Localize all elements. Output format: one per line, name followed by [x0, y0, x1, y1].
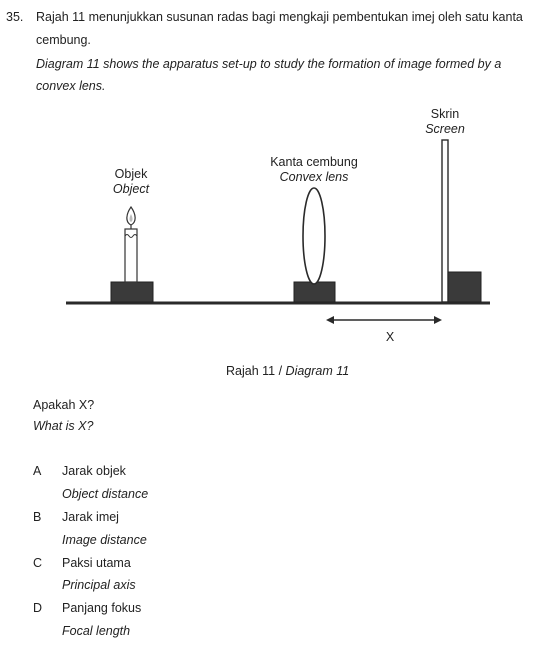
- option-a-malay: Jarak objek: [62, 464, 126, 478]
- diagram-caption: Rajah 11 / Diagram 11: [226, 364, 349, 378]
- caption-malay: Rajah 11 /: [226, 364, 283, 378]
- question-number: 35.: [6, 10, 24, 24]
- prompt-english: What is X?: [33, 419, 94, 433]
- candle: [124, 228, 138, 283]
- object-holder: [110, 281, 154, 303]
- option-c-english: Principal axis: [62, 578, 136, 592]
- lens-label-english: Convex lens: [279, 170, 349, 184]
- option-a-letter: A: [33, 464, 42, 478]
- screen-label-malay: Skrin: [430, 107, 460, 121]
- screen-holder: [447, 271, 482, 303]
- arrowhead-left: [326, 316, 334, 324]
- stem-english-line2: convex lens.: [36, 79, 106, 93]
- distance-label-x: X: [385, 330, 395, 344]
- candle-flame-inner: [129, 214, 133, 222]
- candle-drip: [124, 234, 138, 238]
- stem-malay-line2: cembung.: [36, 33, 91, 47]
- screen-label-english: Screen: [425, 122, 465, 136]
- stem-english-line1: Diagram 11 shows the apparatus set-up to…: [36, 57, 502, 71]
- lens-label-malay: Kanta cembung: [270, 155, 358, 169]
- lens-holder: [293, 281, 336, 303]
- caption-english: Diagram 11: [285, 364, 350, 378]
- convex-lens: [302, 187, 326, 285]
- option-b-english: Image distance: [62, 533, 147, 547]
- option-b-letter: B: [33, 510, 42, 524]
- option-c-malay: Paksi utama: [62, 556, 131, 570]
- object-label-malay: Objek: [114, 167, 148, 181]
- option-d-letter: D: [33, 601, 43, 615]
- object-label-english: Object: [112, 182, 150, 196]
- option-b-malay: Jarak imej: [62, 510, 119, 524]
- option-d-english: Focal length: [62, 624, 131, 638]
- option-c-letter: C: [33, 556, 43, 570]
- option-d-malay: Panjang fokus: [62, 601, 142, 615]
- screen: [441, 139, 449, 303]
- option-a-english: Object distance: [62, 487, 149, 501]
- prompt-malay: Apakah X?: [33, 398, 95, 412]
- stem-malay-line1: Rajah 11 menunjukkan susunan radas bagi …: [36, 10, 523, 24]
- arrowhead-right: [434, 316, 442, 324]
